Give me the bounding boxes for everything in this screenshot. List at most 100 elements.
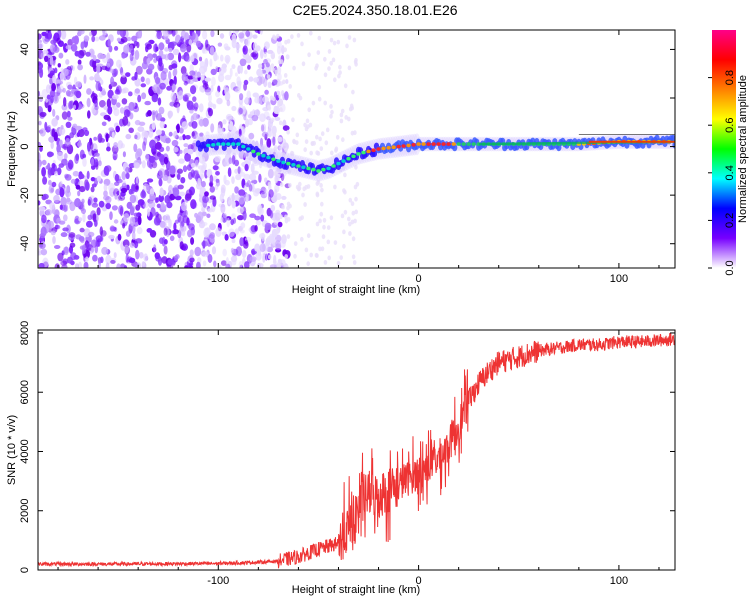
spectrogram-noise-blob (329, 60, 334, 66)
spectrogram-noise-blob (270, 117, 275, 123)
spectrogram-ridge-peak (416, 142, 421, 146)
spectrogram-noise-blob (68, 232, 76, 238)
spectrogram-noise-blob (333, 184, 337, 190)
spectrogram-noise-blob (169, 235, 175, 242)
spectrogram-noise-blob (41, 89, 48, 98)
spectrogram-noise-blob (269, 210, 274, 219)
spectrogram-noise-blob (148, 155, 156, 164)
spectrogram-noise-blob (276, 81, 284, 86)
spectrogram-noise-blob (51, 117, 58, 127)
spectrogram-noise-blob (209, 186, 215, 193)
spectrogram-noise-blob (241, 130, 245, 137)
spectrogram-noise-blob (65, 44, 73, 50)
spectrogram-noise-blob (329, 113, 333, 119)
spectrogram-noise-blob (295, 132, 300, 138)
spectrogram-noise-blob (158, 178, 163, 187)
spectrogram-noise-blob (125, 133, 132, 140)
spectrogram-noise-blob (115, 125, 120, 133)
spectrogram-noise-blob (245, 118, 250, 128)
spectrogram-noise-blob (62, 227, 69, 232)
spectrogram-noise-blob (318, 136, 322, 142)
spectrogram-noise-blob (322, 217, 327, 223)
spectrogram-noise-blob (249, 256, 257, 262)
spectrogram-noise-blob (69, 100, 75, 109)
spectrogram-noise-blob (264, 177, 268, 183)
spectrogram-noise-blob (168, 131, 173, 137)
spectrogram-noise-blob (350, 219, 355, 225)
spectrogram-noise-blob (38, 67, 43, 74)
spectrogram-noise-blob (196, 71, 201, 78)
spectrogram-noise-blob (342, 243, 346, 249)
spectrogram-noise-blob (74, 215, 80, 224)
spectrogram-noise-blob (181, 220, 185, 227)
spectrogram-noise-blob (324, 140, 329, 146)
spectrogram-noise-blob (155, 113, 162, 121)
spectrogram-noise-blob (296, 33, 301, 38)
spectrogram-noise-blob (131, 231, 136, 241)
spectrogram-noise-blob (200, 174, 205, 179)
spectrogram-noise-blob (171, 95, 177, 102)
spectrogram-noise-blob (64, 140, 71, 147)
spectrogram-noise-blob (38, 42, 44, 49)
spectrogram-noise-blob (105, 202, 111, 210)
spectrogram-noise-blob (220, 217, 224, 223)
spectrogram-noise-blob (254, 225, 258, 232)
spectrogram-noise-blob (82, 212, 86, 223)
spectrogram-noise-blob (86, 97, 91, 108)
spectrogram-noise-blob (306, 184, 311, 189)
spectrogram-ridge-peak (271, 157, 276, 162)
spectrogram-noise-blob (147, 110, 152, 117)
spectrogram-noise-blob (108, 182, 115, 193)
spectrogram-noise-blob (224, 46, 231, 51)
spectrogram-noise-blob (63, 246, 70, 254)
spectrogram-noise-blob (220, 54, 224, 62)
spectrogram-noise-blob (245, 38, 250, 47)
spectrogram-noise-blob (341, 165, 346, 171)
spectrogram-noise-blob (85, 51, 91, 57)
colorbar: 0.0 0.2 0.4 0.6 0.8 Normalized spectral ampl… (708, 30, 749, 276)
spectrogram-noise-blob (259, 30, 263, 35)
spectrogram-noise-blob (210, 68, 217, 76)
spectrogram-noise-blob (111, 131, 115, 139)
spectrogram-noise-blob (56, 144, 61, 153)
spectrogram-noise-blob (40, 52, 45, 59)
spectrogram-noise-blob (49, 70, 55, 76)
spectrogram-noise-blob (163, 239, 168, 245)
spectrogram-noise-blob (77, 59, 82, 65)
spectrogram-noise-blob (167, 52, 175, 61)
spectrogram-noise-blob (63, 43, 69, 53)
spectrogram-noise-blob (177, 184, 184, 190)
spectrogram-noise-blob (320, 131, 325, 137)
spectrogram-noise-blob (311, 100, 316, 106)
spectrogram-noise-blob (343, 209, 348, 215)
spectrogram-ridge-core (203, 145, 209, 153)
spectrogram-noise-blob (178, 90, 184, 100)
spectrogram-noise-blob (248, 132, 255, 140)
spectrogram-noise-blob (135, 185, 139, 190)
spectrogram-noise-blob (188, 171, 193, 180)
spectrogram-noise-blob (129, 216, 136, 227)
spectrogram-noise-blob (105, 254, 112, 265)
spectrogram-ridge-peak (421, 142, 426, 146)
spectrogram-noise-blob (272, 259, 277, 265)
spectrogram-noise-blob (141, 92, 147, 100)
spectrogram-noise-blob (189, 249, 194, 257)
spectrogram-noise-blob (180, 30, 187, 39)
spectrogram-noise-blob (154, 197, 159, 204)
spectrogram-noise-blob (222, 119, 227, 125)
spectrogram-noise-blob (176, 173, 181, 180)
spectrogram-noise-blob (323, 100, 328, 106)
spectrogram-noise-blob (168, 71, 172, 81)
spectrogram-noise-blob (122, 116, 129, 126)
spectrogram-noise-blob (323, 260, 328, 265)
spectrogram-noise-blob (100, 256, 104, 264)
colorbar-tick-label: 0.2 (724, 213, 736, 228)
spectrogram-noise-blob (96, 175, 102, 182)
spectrogram-noise-blob (318, 246, 322, 252)
spectrogram-noise-blob (238, 261, 243, 268)
spectrogram-noise-blob (82, 153, 87, 159)
spectrogram-noise-blob (61, 158, 68, 166)
spectrogram-noise-blob (240, 222, 246, 229)
spectrogram-noise-blob (52, 74, 56, 84)
spectrogram-noise-blob (136, 227, 143, 235)
